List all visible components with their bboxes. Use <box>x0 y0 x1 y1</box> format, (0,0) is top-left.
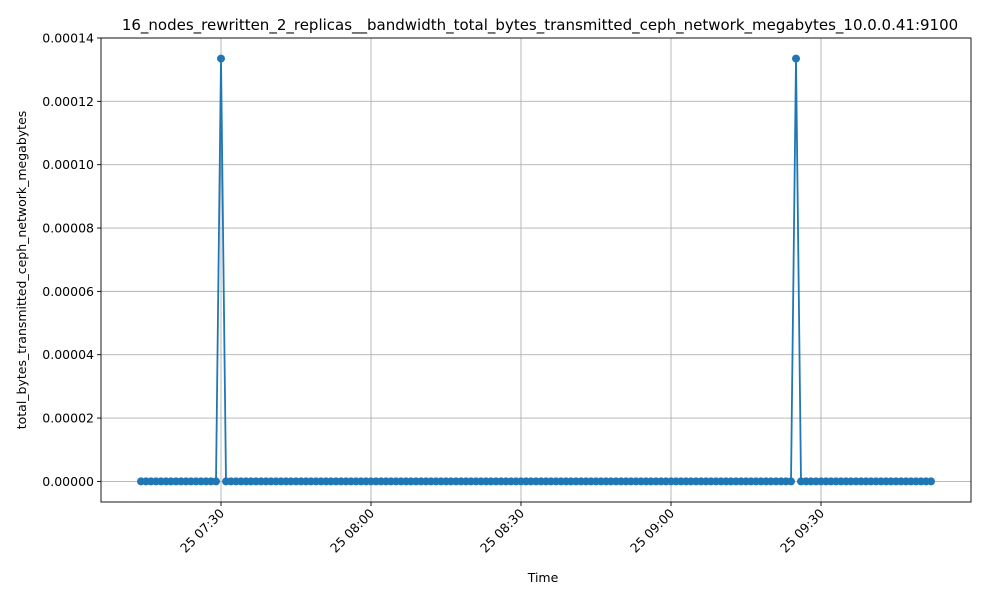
y-tick-label: 0.00000 <box>42 474 94 489</box>
data-point <box>212 477 220 486</box>
y-axis-ticks: 0.00000 0.00002 0.00004 0.00006 0.00008 0.000… <box>42 31 101 489</box>
y-tick-label: 0.00010 <box>42 157 94 172</box>
x-tick-label: 25 09:30 <box>777 505 827 555</box>
data-point <box>792 54 800 63</box>
data-point <box>787 477 795 486</box>
y-tick-label: 0.00012 <box>42 94 94 109</box>
x-tick-label: 25 08:00 <box>327 505 377 555</box>
x-tick-label: 25 09:00 <box>627 505 677 555</box>
x-axis-ticks: 25 07:30 25 08:00 25 08:30 25 09:00 25 09:30 <box>177 502 827 556</box>
data-point <box>217 54 225 63</box>
y-tick-label: 0.00002 <box>42 411 94 426</box>
grid-layer <box>101 37 971 502</box>
y-axis-label: total_bytes_transmitted_ceph_network_meg… <box>14 111 29 430</box>
x-tick-label: 25 07:30 <box>177 505 227 555</box>
y-tick-label: 0.00014 <box>42 31 94 46</box>
x-axis-label: Time <box>527 570 559 585</box>
y-tick-label: 0.00006 <box>42 284 94 299</box>
y-tick-label: 0.00008 <box>42 221 94 236</box>
chart-title: 16_nodes_rewritten_2_replicas__bandwidth… <box>122 16 958 35</box>
x-tick-label: 25 08:30 <box>477 505 527 555</box>
plot-frame <box>100 37 972 503</box>
series-layer <box>137 54 935 486</box>
y-tick-label: 0.00004 <box>42 347 94 362</box>
data-point <box>927 477 935 486</box>
